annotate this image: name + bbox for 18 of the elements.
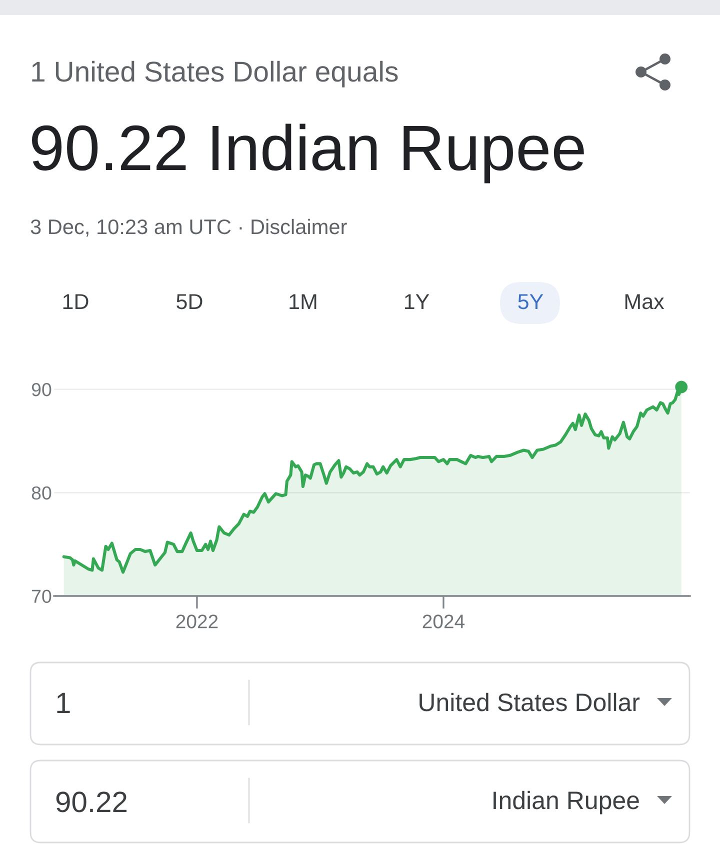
text: 1D: [63, 294, 88, 309]
text: United States Dollar: [420, 692, 640, 712]
text: 3 Dec, 10:23 am UTC · Disclaimer: [30, 218, 347, 237]
y-tick-label: 80: [32, 486, 52, 500]
x-tick-label: 2024: [422, 614, 465, 628]
text: 90.22: [56, 792, 127, 812]
text: 1: [57, 692, 70, 713]
text: Indian Rupee: [494, 790, 639, 814]
chart-subtitle: 1 United States Dollar equals: [32, 60, 398, 88]
text: Max: [625, 294, 664, 310]
text: 5Y: [518, 294, 544, 310]
text: 1M: [290, 294, 316, 309]
text: 1Y: [404, 294, 430, 309]
text: 5D: [176, 294, 202, 310]
y-tick-label: 90: [32, 382, 52, 396]
x-tick-label: 2022: [176, 614, 218, 628]
y-tick-label: 70: [32, 590, 52, 603]
chart-title: 90.22 Indian Rupee: [32, 124, 584, 184]
